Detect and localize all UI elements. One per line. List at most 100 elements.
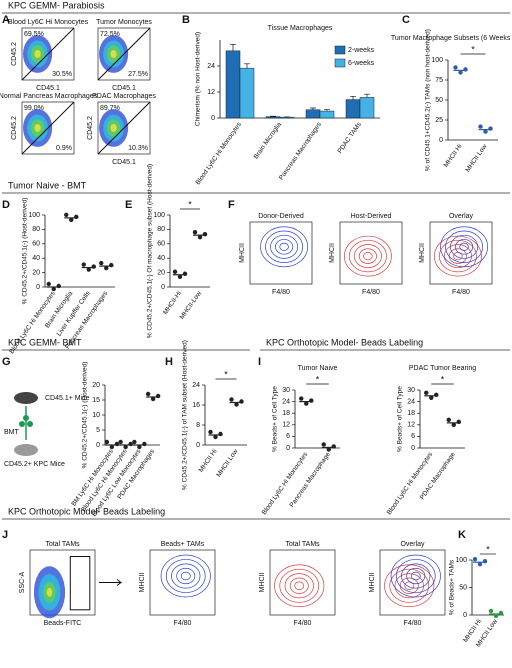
y-axis-label: % CD45.2+/CD45.1(-) of TAM subset (Host-… — [182, 340, 189, 490]
x-tick-label: Blood Ly6C Hi Monocytes — [195, 121, 244, 187]
flow-title: Total TAMs — [45, 541, 80, 548]
contour — [165, 559, 206, 593]
legend-label: 6-weeks — [348, 60, 375, 67]
flow-y-label: CD45.2 — [11, 116, 18, 140]
panel-label: A — [2, 14, 10, 26]
significance-mark: * — [486, 544, 490, 554]
replicate-dot — [446, 417, 451, 423]
flow-x-label: CD45.1 — [112, 85, 136, 92]
contour — [448, 248, 467, 264]
y-tick-label: 12 — [282, 422, 290, 429]
y-axis-label: % of CD45.1+CD45.2(-) TAMs (non host-der… — [425, 29, 432, 171]
replicate-dot — [451, 422, 456, 428]
flow-title: Blood Ly6C Hi Monocytes — [8, 19, 89, 26]
panel-label: I — [258, 356, 261, 368]
flow-frame — [29, 549, 96, 616]
y-tick-label: 100 — [431, 57, 443, 64]
flow-x-label: Beads-FITC — [44, 620, 82, 627]
y-tick-label: 80 — [32, 226, 40, 233]
y-tick-label: 20 — [32, 269, 40, 276]
bar — [305, 109, 321, 119]
panel-label: G — [2, 356, 11, 368]
replicate-dot — [69, 217, 74, 223]
flow-frame — [249, 221, 313, 285]
panel-label: D — [2, 199, 10, 211]
flow-y-label: MHCII — [329, 243, 336, 263]
cell-icon — [23, 415, 29, 421]
bar — [345, 99, 361, 119]
y-tick-label: 6 — [286, 433, 290, 440]
contour — [279, 568, 320, 603]
contour — [406, 567, 426, 585]
contour — [176, 567, 196, 585]
recipient-label: CD45.2+ KPC Mice — [4, 461, 65, 468]
contour — [180, 571, 191, 581]
flow-title: Overlay — [400, 541, 425, 548]
replicate-dot — [304, 401, 309, 406]
flow-x-label: F4/80 — [452, 289, 470, 296]
y-tick-label: 0 — [161, 284, 165, 291]
upper-percent: 69.5% — [24, 31, 44, 38]
y-tick-label: 100 — [28, 212, 40, 219]
replicate-dot — [453, 65, 458, 70]
replicate-dot — [493, 613, 499, 619]
flow-title: Tumor Monocytes — [96, 19, 152, 26]
contour — [404, 581, 415, 590]
upper-percent: 72.5% — [100, 31, 120, 38]
replicate-dot — [145, 391, 151, 397]
flow-title: Host-Derived — [351, 213, 392, 220]
bead-gate — [69, 556, 91, 611]
replicate-dot — [86, 267, 91, 272]
y-tick-label: 12 — [407, 422, 415, 429]
lower-percent: 27.5% — [128, 71, 148, 78]
bar — [319, 110, 335, 119]
x-tick-label: MHCII Hi — [443, 143, 464, 169]
y-tick-label: 6 — [411, 433, 415, 440]
lower-percent: 30.5% — [52, 71, 72, 78]
flow-title: Beads+ TAMs — [161, 541, 205, 548]
replicate-dot — [197, 234, 203, 240]
flow-y-label: CD45.2 — [11, 42, 18, 66]
contour — [410, 571, 421, 581]
contour — [390, 554, 441, 598]
y-axis-label: % of Beads+ TAMs — [449, 559, 456, 615]
y-tick-label: 100 — [153, 212, 165, 219]
contour — [401, 563, 431, 589]
density-blob — [34, 123, 41, 133]
flow-frame — [97, 101, 151, 155]
flow-y-label: MHCII — [139, 573, 146, 593]
y-tick-label: 10 — [92, 412, 100, 419]
significance-mark: * — [471, 44, 475, 54]
replicate-dot — [150, 396, 156, 402]
replicate-dot — [208, 429, 213, 435]
panel-label: E — [125, 199, 132, 211]
density-blob — [46, 587, 53, 597]
bar — [225, 50, 241, 119]
contour — [265, 230, 304, 263]
replicate-dot — [488, 608, 494, 614]
contour — [171, 563, 201, 589]
contour — [395, 559, 436, 593]
contour — [363, 252, 373, 261]
bar — [265, 116, 281, 119]
y-tick-label: 50 — [435, 97, 443, 104]
contour — [270, 234, 299, 259]
contour — [294, 581, 305, 590]
y-tick-label: 100 — [455, 557, 467, 564]
section-header: KPC Orthotopic Model- Beads Labeling — [266, 337, 423, 347]
replicate-dot — [51, 286, 56, 292]
y-tick-label: 0 — [211, 115, 215, 122]
x-tick-label: PDAC TAMs — [337, 121, 364, 155]
contour — [394, 573, 424, 599]
panel-label: H — [165, 356, 173, 368]
y-tick-label: 30 — [282, 387, 290, 394]
cell-icon — [19, 421, 25, 427]
flow-y-label: CD45.2 — [87, 116, 94, 140]
y-axis-label: Chimerism (% non Host-derived) — [195, 32, 202, 126]
density-blob — [110, 123, 117, 133]
cell-icon — [27, 421, 33, 427]
chart-title: PDAC Tumor Bearing — [409, 365, 476, 372]
contour — [348, 239, 387, 273]
y-tick-label: 24 — [207, 63, 215, 70]
